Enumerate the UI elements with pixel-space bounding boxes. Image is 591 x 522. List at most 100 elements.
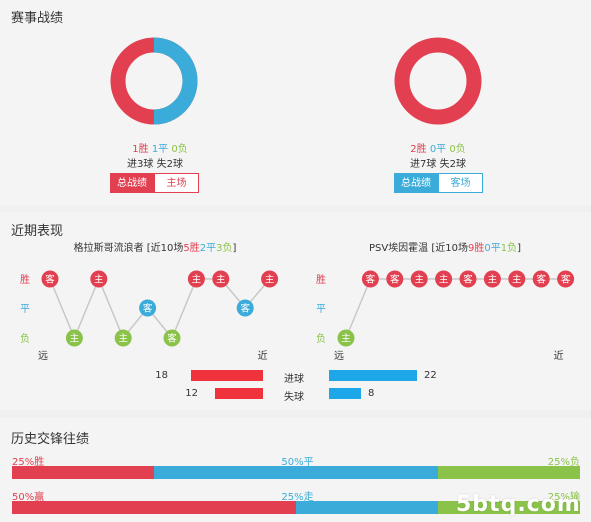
away-form-venue: 主: [341, 333, 351, 345]
away-tab-away[interactable]: 客场: [438, 173, 483, 193]
home-form-dot: [41, 270, 59, 288]
h2h-panel: 历史交锋往绩 25%胜 50%平 25%负 50%赢 25%走 25%输 5bt…: [0, 418, 591, 522]
form-axis-label-draw: 平: [316, 304, 326, 315]
away-loss-count: 0负: [449, 144, 466, 155]
home-stats-line: 1胜 1平 0负: [120, 140, 200, 155]
h2h-row1-left: 25%胜: [12, 457, 45, 468]
h2h-row1-bar: [12, 466, 580, 479]
away-form-point: 客: [532, 270, 550, 288]
away-tab-overall[interactable]: 总战绩: [394, 173, 438, 193]
home-recent-draw: 2平: [199, 243, 217, 254]
away-form-point: 主: [435, 270, 453, 288]
record-panel: 赛事战绩 1胜 1平 0负 进3球 失2球 总战绩 主场 2胜 0平 0负 进7…: [0, 0, 591, 205]
home-draw-count: 1平: [151, 144, 169, 155]
home-form-venue: 主: [192, 274, 202, 286]
away-form-point: 客: [557, 270, 575, 288]
away-form-point: 主: [483, 270, 501, 288]
home-form-dot: [90, 270, 108, 288]
home-recent-title: 格拉斯哥流浪者 [近10场5胜2平3负]: [40, 239, 270, 254]
away-form-point: 客: [361, 270, 379, 288]
away-form-dot: [459, 270, 477, 288]
away-stats-line: 2胜 0平 0负: [398, 140, 478, 155]
h2h-row2-left: 50%赢: [12, 492, 45, 503]
home-tab-overall[interactable]: 总战绩: [110, 173, 154, 193]
home-loss-count: 0负: [171, 144, 188, 155]
home-form-dot: [139, 299, 157, 317]
away-donut-ring: [394, 37, 482, 125]
away-form-venue: 主: [439, 274, 449, 286]
home-recent-suffix: ]: [232, 243, 237, 254]
away-form-venue: 客: [463, 274, 473, 286]
home-form-point: 主: [114, 329, 132, 347]
home-form-venue: 主: [118, 333, 128, 345]
home-form-dot: [114, 329, 132, 347]
h2h-row2-right: 25%输: [547, 492, 580, 503]
home-form-point: 客: [41, 270, 59, 288]
form-axis-label-loss: 负: [20, 332, 30, 345]
away-form-dot: [361, 270, 379, 288]
home-form-point: 主: [261, 270, 279, 288]
h2h-row2-bar: [12, 501, 580, 514]
away-form-venue: 主: [488, 274, 498, 286]
home-recent-loss: 3负: [216, 243, 233, 254]
home-form-point: 主: [212, 270, 230, 288]
away-form-dot: [435, 270, 453, 288]
home-win-count: 1胜: [132, 144, 149, 155]
away-recent-draw: 0平: [484, 243, 501, 254]
h2h-row2-mid: 25%走: [281, 492, 314, 503]
away-form-point: 客: [459, 270, 477, 288]
home-form-venue: 主: [70, 333, 80, 345]
home-form-venue: 客: [167, 333, 177, 345]
watermark-logo: 5btq.com: [456, 492, 581, 517]
form-axis-near: 近: [258, 349, 268, 362]
form-axis-label-win: 胜: [316, 274, 326, 286]
away-form-line: [345, 278, 566, 339]
away-form-venue: 客: [366, 274, 376, 286]
section-title-record: 赛事战绩: [11, 11, 64, 26]
away-scored-bar: [329, 370, 417, 381]
away-form-dot: [410, 270, 428, 288]
home-conceded-value: 12: [185, 388, 198, 399]
h2h-row2-segment-draw: [296, 501, 438, 514]
section-title-recent: 近期表现: [11, 224, 64, 239]
home-donut-blue-segment: [153, 37, 198, 125]
form-axis-label-loss: 负: [316, 332, 326, 345]
away-scored-value: 22: [424, 370, 437, 381]
home-form-point: 主: [187, 270, 205, 288]
away-draw-count: 0平: [429, 144, 447, 155]
home-form-dot: [65, 329, 83, 347]
home-form-point: 主: [90, 270, 108, 288]
away-form-venue: 主: [414, 274, 424, 286]
away-team-name: PSV埃因霍温: [368, 243, 429, 254]
away-form-dot: [532, 270, 550, 288]
home-form-venue: 主: [216, 274, 226, 286]
form-axis-label-win: 胜: [20, 274, 30, 286]
home-form-venue: 主: [265, 274, 275, 286]
home-form-dot: [212, 270, 230, 288]
away-form-point: 主: [410, 270, 428, 288]
away-form-dot: [337, 329, 355, 347]
away-recent-win: 9胜: [468, 243, 485, 254]
away-form-chart: 胜平负远 近主客客主主客主主客客: [316, 270, 575, 362]
away-form-dot: [386, 270, 404, 288]
home-form-dot: [163, 329, 181, 347]
conceded-label: 失球: [284, 392, 304, 403]
away-form-point: 主: [337, 329, 355, 347]
section-title-h2h: 历史交锋往绩: [11, 432, 90, 447]
away-form-point: 客: [386, 270, 404, 288]
home-form-point: 客: [139, 299, 157, 317]
away-recent-prefix: [近10场: [428, 243, 468, 254]
scored-label: 进球: [284, 374, 304, 385]
away-form-dot: [557, 270, 575, 288]
home-form-point: 客: [236, 299, 254, 317]
away-form-dot: [508, 270, 526, 288]
h2h-row1-segment-draw: [154, 466, 438, 479]
home-record-donut: [110, 37, 198, 125]
home-team-name: 格拉斯哥流浪者: [73, 243, 144, 254]
home-tab-home[interactable]: 主场: [154, 173, 199, 193]
away-goals-summary: 进7球 失2球: [410, 159, 466, 170]
home-form-dot: [261, 270, 279, 288]
h2h-row1-segment-loss: [438, 466, 580, 479]
away-form-venue: 客: [390, 274, 400, 286]
